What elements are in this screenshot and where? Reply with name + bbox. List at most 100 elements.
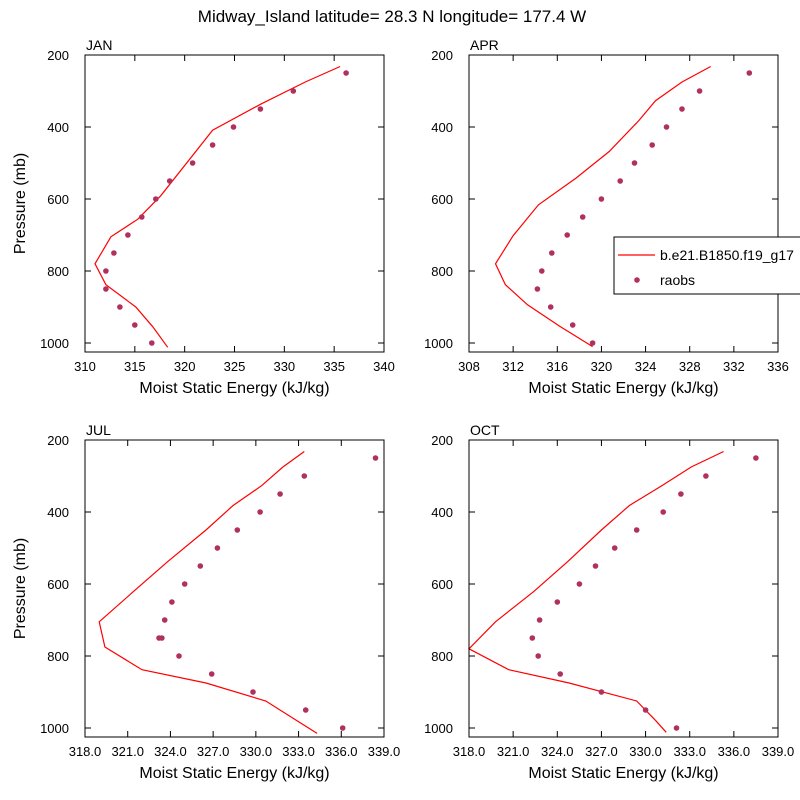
obs-point <box>663 124 670 130</box>
obs-point <box>549 250 555 256</box>
obs-point <box>539 268 545 274</box>
obs-point <box>679 106 685 112</box>
y-tick-label: 400 <box>431 505 453 520</box>
obs-point <box>250 689 256 695</box>
x-tick-label: 333.0 <box>282 744 315 759</box>
x-tick-label: 310 <box>74 359 96 374</box>
obs-point <box>103 286 109 292</box>
y-tick-label: 800 <box>47 264 69 279</box>
obs-point <box>302 707 309 713</box>
obs-point <box>554 599 561 605</box>
obs-point <box>557 671 563 677</box>
obs-point <box>611 545 618 551</box>
x-tick-label: 333.0 <box>673 744 706 759</box>
x-tick-label: 330 <box>273 359 295 374</box>
obs-point <box>598 689 605 695</box>
obs-point <box>576 581 583 587</box>
obs-point <box>234 527 241 533</box>
y-axis-label: Pressure (mb) <box>12 153 29 254</box>
obs-point <box>703 473 709 479</box>
panel-label-jan: JAN <box>86 37 112 53</box>
y-tick-label: 200 <box>431 48 453 63</box>
obs-point <box>181 581 188 587</box>
obs-point <box>631 160 638 166</box>
plot-frame <box>468 54 779 353</box>
obs-point <box>159 635 165 641</box>
x-tick-label: 324.0 <box>541 744 574 759</box>
x-tick-label: 316 <box>546 359 568 374</box>
panel-jul: JUL 318.0 321.0 324.0 327.0 330.0 333.0 336.0 33… <box>12 422 400 782</box>
obs-point <box>746 70 753 76</box>
obs-point <box>753 455 759 461</box>
x-tick-label: 330.0 <box>240 744 273 759</box>
legend-dot-swatch <box>634 277 640 283</box>
x-tick-label: 335 <box>323 359 345 374</box>
panel-apr: APR 308 312 316 320 324 328 332 336 200 400 600 800 1… <box>424 37 789 397</box>
obs-point <box>277 491 283 497</box>
y-tick-label: 1000 <box>40 336 69 351</box>
y-tick-label: 800 <box>431 264 453 279</box>
obs-point <box>161 617 168 623</box>
x-tick-label: 327.0 <box>197 744 230 759</box>
y-tick-label: 1000 <box>424 336 453 351</box>
x-tick-label: 312 <box>502 359 524 374</box>
y-tick-label: 200 <box>47 433 69 448</box>
plot-frame <box>468 439 779 738</box>
obs-point <box>214 545 221 551</box>
obs-point <box>536 617 543 623</box>
obs-point <box>149 340 155 346</box>
x-tick-label: 315 <box>124 359 146 374</box>
obs-point <box>166 178 173 184</box>
obs-point <box>153 196 159 202</box>
legend: b.e21.B1850.f19_g17 raobs <box>613 236 800 295</box>
obs-point <box>111 250 117 256</box>
x-tick-label: 340 <box>373 359 395 374</box>
panel-label-apr: APR <box>470 37 499 53</box>
plot-frame <box>84 54 385 353</box>
obs-point <box>343 70 349 76</box>
x-tick-label: 318.0 <box>453 744 486 759</box>
x-tick-label: 328 <box>679 359 701 374</box>
obs-point <box>103 268 109 274</box>
obs-point <box>673 725 680 731</box>
y-tick-label: 600 <box>431 577 453 592</box>
x-tick-label: 320 <box>174 359 196 374</box>
obs-point <box>139 214 145 220</box>
y-tick-label: 1000 <box>40 721 69 736</box>
series-line-model <box>494 65 711 348</box>
obs-point <box>176 653 182 659</box>
x-tick-label: 336 <box>767 359 789 374</box>
figure-title: Midway_Island latitude= 28.3 N longitude… <box>198 7 586 26</box>
obs-point <box>301 473 308 479</box>
obs-point <box>230 124 237 130</box>
y-tick-label: 200 <box>47 48 69 63</box>
obs-point <box>535 653 541 659</box>
obs-point <box>678 491 684 497</box>
x-tick-label: 332 <box>723 359 745 374</box>
y-tick-label: 800 <box>431 649 453 664</box>
obs-point <box>209 142 216 148</box>
x-tick-label: 324 <box>635 359 657 374</box>
x-tick-label: 321.0 <box>111 744 144 759</box>
x-tick-label: 330.0 <box>629 744 662 759</box>
obs-point <box>257 509 263 515</box>
obs-point <box>569 322 576 328</box>
series-line-model <box>468 450 724 733</box>
obs-point <box>564 232 570 238</box>
x-tick-label: 336.0 <box>325 744 358 759</box>
obs-point <box>529 635 536 641</box>
panel-jan: JAN 310 315 320 325 330 335 340 200 400 600 800 1000… <box>12 37 395 397</box>
obs-point <box>290 88 297 94</box>
panel-label-jul: JUL <box>86 422 111 438</box>
obs-point <box>598 196 605 202</box>
obs-point <box>372 455 379 461</box>
obs-point <box>189 160 196 166</box>
x-tick-label: 324.0 <box>154 744 187 759</box>
y-tick-label: 200 <box>431 433 453 448</box>
x-tick-label: 339.0 <box>368 744 401 759</box>
obs-point <box>642 707 649 713</box>
obs-point <box>592 563 599 569</box>
obs-point <box>633 527 640 533</box>
obs-point <box>617 178 623 184</box>
obs-point <box>696 88 703 94</box>
